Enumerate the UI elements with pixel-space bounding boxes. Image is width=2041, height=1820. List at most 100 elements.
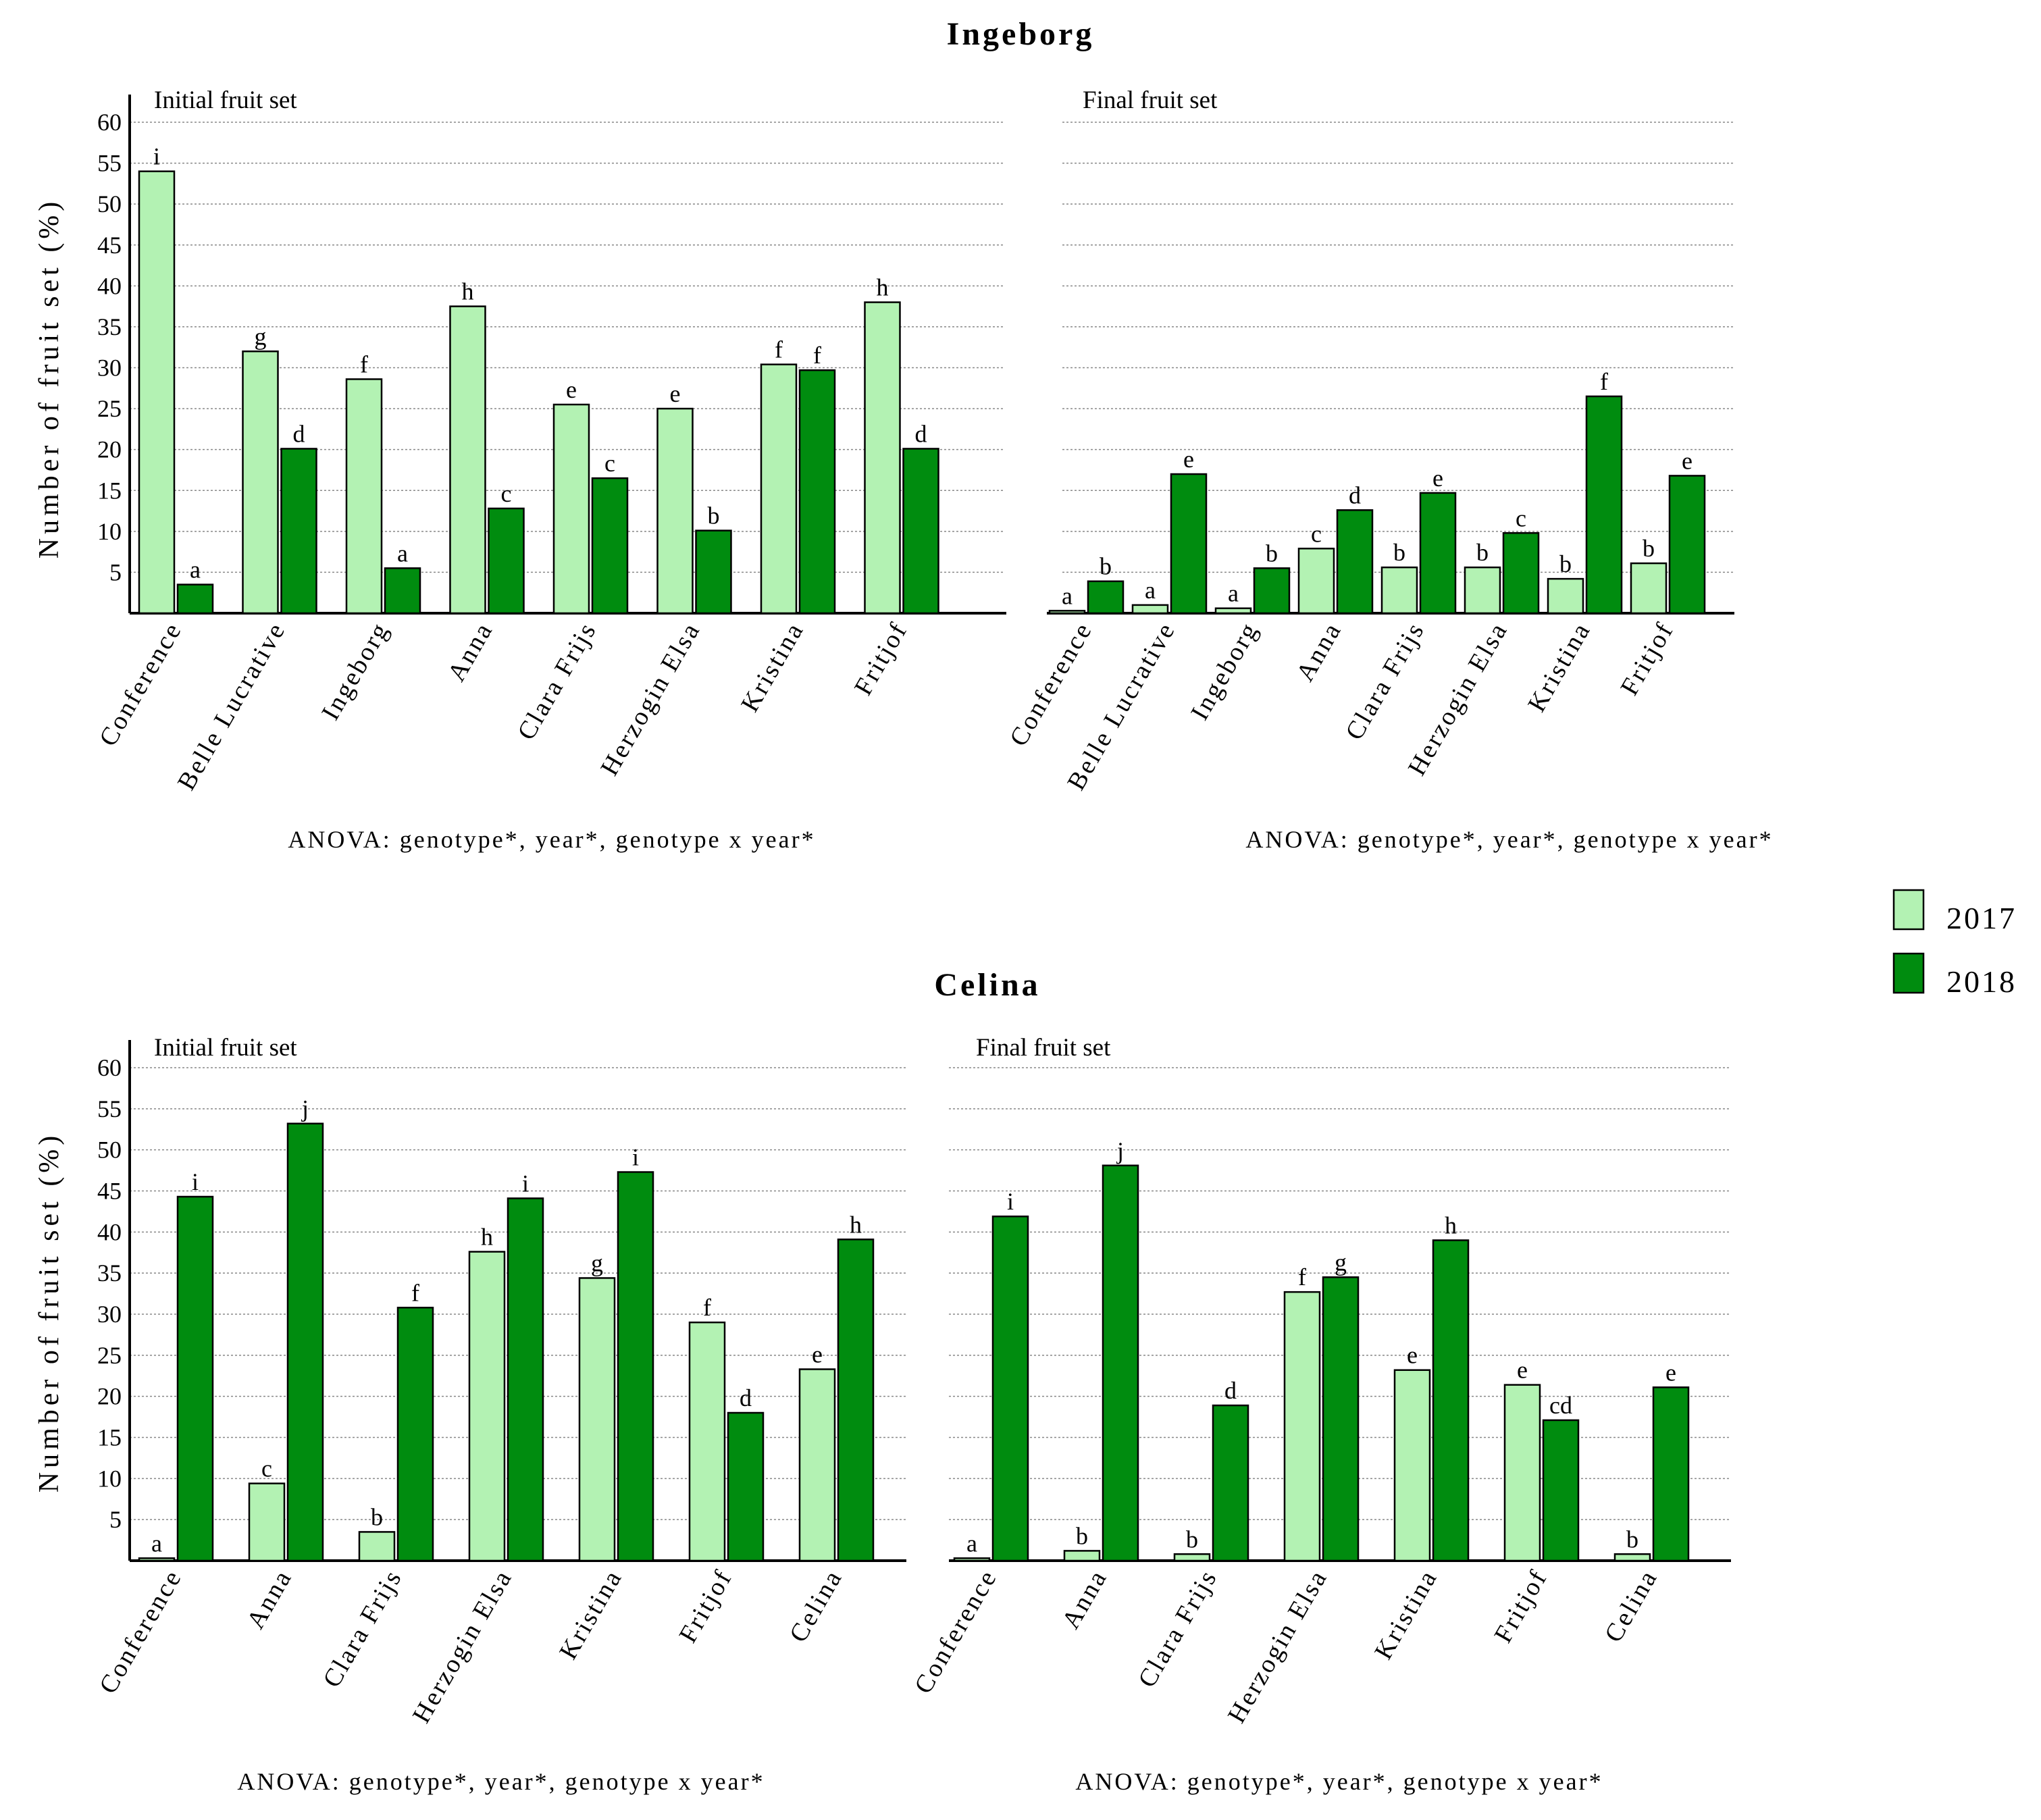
bar-2017-clara-frijs bbox=[552, 403, 590, 615]
panel-title: Final fruit set bbox=[1083, 86, 1218, 114]
y-tick-label: 20 bbox=[97, 1383, 122, 1410]
bar-2017-herzogin-elsa bbox=[1283, 1291, 1321, 1562]
bar-2018-clara-frijs bbox=[396, 1307, 434, 1562]
y-tick-label: 10 bbox=[97, 1465, 122, 1492]
bar-2017-kristina bbox=[1547, 577, 1584, 615]
x-tick-label: Kristina bbox=[1522, 617, 1597, 717]
x-tick-label: Conference bbox=[1004, 617, 1098, 752]
significance-letter: b bbox=[1076, 1522, 1088, 1549]
bar-2018-clara-frijs bbox=[1419, 492, 1457, 615]
significance-letter: f bbox=[813, 342, 821, 369]
bar-2018-fritjof bbox=[727, 1411, 765, 1562]
significance-letter: d bbox=[915, 420, 927, 447]
significance-letter: e bbox=[812, 1341, 823, 1368]
significance-letter: a bbox=[397, 540, 408, 567]
significance-letter: a bbox=[1062, 582, 1073, 609]
bar-2017-ingeborg bbox=[345, 378, 383, 615]
significance-letter: e bbox=[1183, 446, 1194, 473]
bar-2017-belle-lucrative bbox=[242, 350, 279, 615]
x-tick-label: Anna bbox=[442, 617, 499, 687]
y-tick-label: 50 bbox=[97, 190, 122, 217]
significance-letter: d bbox=[1224, 1377, 1237, 1404]
bar-2018-kristina bbox=[1432, 1239, 1470, 1562]
significance-letter: i bbox=[632, 1144, 639, 1171]
x-tick-label: Kristina bbox=[1369, 1565, 1443, 1665]
legend-swatch-2017 bbox=[1892, 889, 1925, 931]
x-tick-label: Anna bbox=[1291, 617, 1347, 687]
bar-2017-clara-frijs bbox=[358, 1531, 396, 1562]
significance-letter: a bbox=[1145, 577, 1156, 604]
y-tick-label: 20 bbox=[97, 436, 122, 463]
significance-letter: d bbox=[293, 420, 305, 447]
significance-letter: b bbox=[1100, 553, 1112, 580]
bar-2018-conference bbox=[176, 583, 214, 615]
significance-letter: b bbox=[1393, 539, 1405, 566]
significance-letter: c bbox=[1516, 504, 1526, 531]
bar-2018-fritjof bbox=[902, 448, 939, 615]
x-tick-label: Clara Frijs bbox=[1133, 1565, 1223, 1692]
significance-letter: a bbox=[151, 1530, 162, 1557]
x-tick-label: Anna bbox=[241, 1565, 298, 1634]
bar-2018-celina bbox=[837, 1239, 875, 1562]
anova-note: ANOVA: genotype*, year*, genotype x year… bbox=[288, 826, 815, 853]
legend-label-2018: 2018 bbox=[1946, 964, 2017, 999]
y-tick-label: 35 bbox=[97, 313, 122, 340]
y-tick-label: 30 bbox=[97, 1301, 122, 1328]
bar-2017-fritjof bbox=[1503, 1384, 1541, 1562]
x-tick-label: Celina bbox=[784, 1565, 848, 1648]
bar-2018-kristina bbox=[1585, 395, 1623, 615]
legend: 2017 2018 bbox=[1892, 889, 2017, 999]
bar-2017-clara-frijs bbox=[1173, 1553, 1211, 1562]
bar-2017-celina bbox=[1613, 1553, 1651, 1562]
bar-2017-anna bbox=[1297, 548, 1335, 615]
bar-2017-kristina bbox=[1393, 1369, 1431, 1562]
bar-2018-herzogin-elsa bbox=[1502, 532, 1540, 615]
x-tick-label: Conference bbox=[94, 1565, 188, 1699]
significance-letter: a bbox=[190, 556, 201, 583]
significance-letter: c bbox=[1311, 520, 1322, 547]
bar-2018-clara-frijs bbox=[1212, 1404, 1249, 1562]
bar-2018-ingeborg bbox=[1253, 567, 1291, 615]
significance-letter: b bbox=[1643, 535, 1655, 562]
bar-2017-clara-frijs bbox=[1380, 566, 1418, 615]
y-tick-label: 15 bbox=[97, 1424, 122, 1451]
significance-letter: b bbox=[1559, 550, 1572, 577]
significance-letter: a bbox=[1228, 580, 1239, 607]
y-tick-label: 55 bbox=[97, 150, 122, 177]
bar-2017-anna bbox=[1063, 1550, 1101, 1562]
y-tick-label: 25 bbox=[97, 1342, 122, 1369]
significance-letter: b bbox=[708, 502, 720, 529]
significance-letter: j bbox=[1116, 1137, 1124, 1164]
y-tick-label: 25 bbox=[97, 395, 122, 422]
y-tick-label: 60 bbox=[97, 109, 122, 136]
bar-2018-fritjof bbox=[1668, 475, 1706, 615]
x-tick-label: Celina bbox=[1599, 1565, 1663, 1648]
y-tick-label: 50 bbox=[97, 1137, 122, 1164]
significance-letter: c bbox=[501, 480, 512, 507]
x-tick-label: Kristina bbox=[554, 1565, 628, 1665]
significance-letter: e bbox=[1682, 447, 1693, 474]
significance-letter: b bbox=[1626, 1526, 1638, 1553]
significance-letter: j bbox=[301, 1095, 309, 1122]
panel-celina-initial: 5 10 15 20 25 30 35 40 45 50 55 60 Initial fruit set… bbox=[94, 1034, 906, 1795]
y-tick-label: 15 bbox=[97, 477, 122, 504]
significance-letter: c bbox=[261, 1455, 272, 1482]
bar-2017-anna bbox=[248, 1482, 286, 1562]
bar-2018-kristina bbox=[798, 369, 836, 615]
bar-2017-celina bbox=[798, 1368, 836, 1562]
bar-2017-herzogin-elsa bbox=[468, 1251, 506, 1562]
significance-letter: g bbox=[255, 323, 267, 350]
significance-letter: i bbox=[1007, 1188, 1014, 1215]
legend-swatch-2018 bbox=[1892, 952, 1925, 994]
significance-letter: c bbox=[604, 450, 615, 477]
y-tick-label: 35 bbox=[97, 1259, 122, 1286]
x-tick-label: Conference bbox=[909, 1565, 1003, 1699]
significance-letter: h bbox=[462, 278, 474, 305]
significance-letter: e bbox=[1517, 1357, 1528, 1384]
x-tick-label: Fritjof bbox=[1615, 617, 1679, 700]
bar-2018-ingeborg bbox=[384, 567, 421, 615]
panel-title: Initial fruit set bbox=[154, 86, 297, 114]
significance-letter: e bbox=[1407, 1342, 1418, 1369]
x-tick-label: Belle Lucrative bbox=[172, 617, 292, 796]
